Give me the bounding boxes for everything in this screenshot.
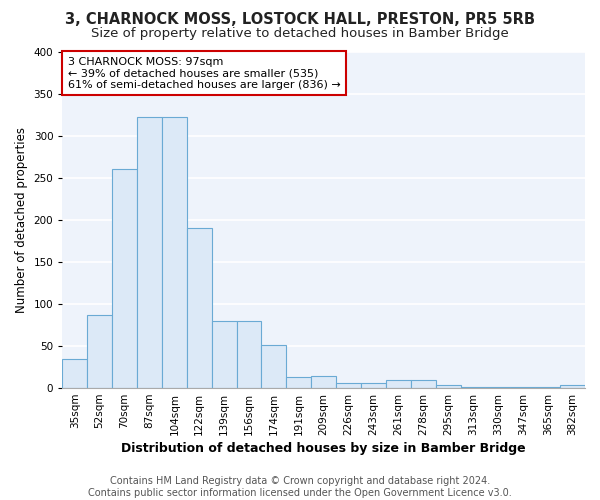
Bar	[336, 383, 361, 388]
X-axis label: Distribution of detached houses by size in Bamber Bridge: Distribution of detached houses by size …	[121, 442, 526, 455]
Bar	[436, 384, 461, 388]
Bar	[386, 380, 411, 388]
Y-axis label: Number of detached properties: Number of detached properties	[15, 127, 28, 313]
Bar	[162, 117, 187, 388]
Bar	[286, 377, 311, 388]
Bar	[560, 384, 585, 388]
Bar	[535, 387, 560, 388]
Bar	[361, 383, 386, 388]
Text: 3 CHARNOCK MOSS: 97sqm
← 39% of detached houses are smaller (535)
61% of semi-de: 3 CHARNOCK MOSS: 97sqm ← 39% of detached…	[68, 56, 340, 90]
Text: 3, CHARNOCK MOSS, LOSTOCK HALL, PRESTON, PR5 5RB: 3, CHARNOCK MOSS, LOSTOCK HALL, PRESTON,…	[65, 12, 535, 28]
Bar	[411, 380, 436, 388]
Bar	[112, 170, 137, 388]
Bar	[236, 321, 262, 388]
Bar	[262, 345, 286, 388]
Bar	[212, 321, 236, 388]
Text: Contains HM Land Registry data © Crown copyright and database right 2024.
Contai: Contains HM Land Registry data © Crown c…	[88, 476, 512, 498]
Text: Size of property relative to detached houses in Bamber Bridge: Size of property relative to detached ho…	[91, 28, 509, 40]
Bar	[187, 228, 212, 388]
Bar	[87, 315, 112, 388]
Bar	[137, 117, 162, 388]
Bar	[62, 358, 87, 388]
Bar	[311, 376, 336, 388]
Bar	[511, 387, 535, 388]
Bar	[485, 387, 511, 388]
Bar	[461, 387, 485, 388]
